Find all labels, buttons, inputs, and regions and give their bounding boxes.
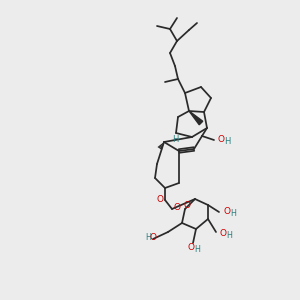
Text: O: O: [220, 229, 227, 238]
Text: O: O: [173, 203, 181, 212]
Text: O: O: [224, 206, 231, 215]
Text: H: H: [226, 230, 232, 239]
Text: O: O: [157, 194, 164, 203]
Text: H: H: [224, 136, 230, 146]
Text: O: O: [188, 242, 194, 251]
Text: H: H: [145, 233, 151, 242]
Text: H: H: [230, 208, 236, 217]
Text: H: H: [194, 244, 200, 253]
Text: O: O: [184, 200, 190, 209]
Text: H: H: [172, 134, 178, 143]
Polygon shape: [189, 111, 203, 125]
Text: O: O: [149, 233, 156, 242]
Text: O: O: [218, 134, 225, 143]
